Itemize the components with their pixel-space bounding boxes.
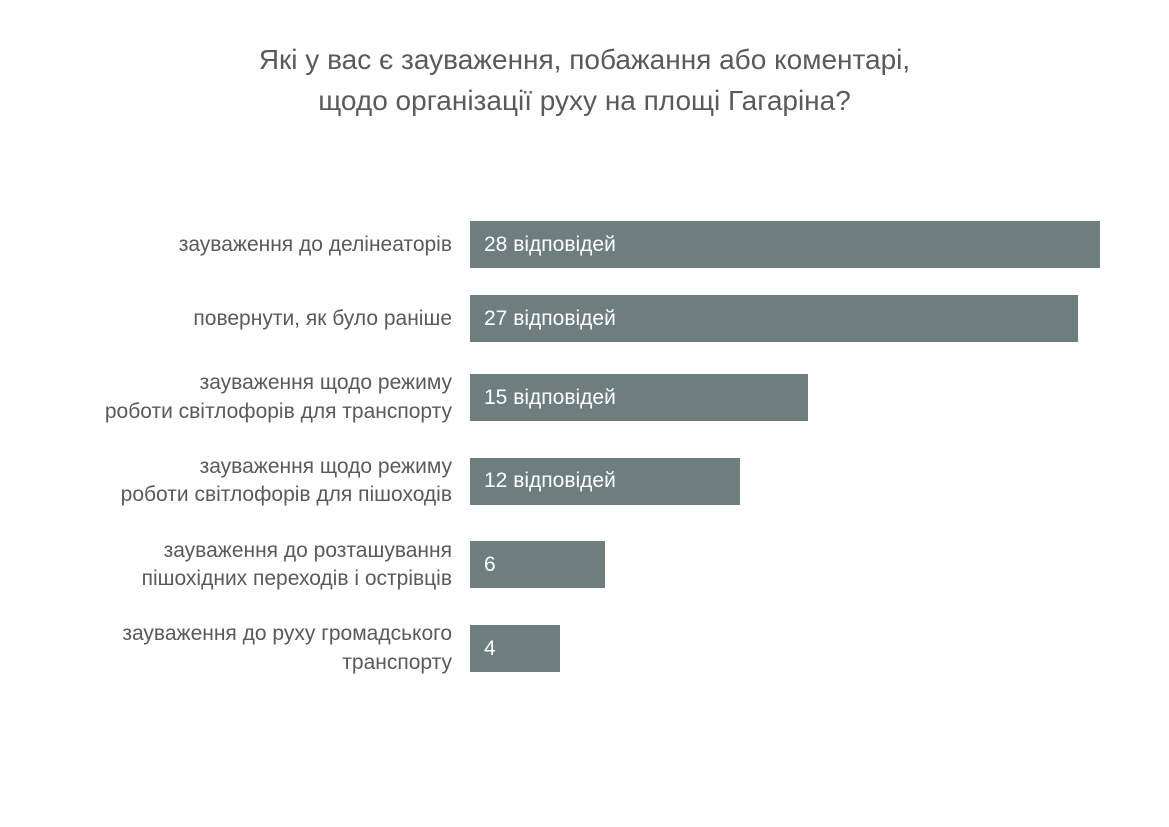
bar-track: 6 (470, 541, 1169, 588)
bar-row: повернути, як було раніше 27 відповідей (20, 295, 1169, 342)
bar-track: 4 (470, 625, 1169, 672)
bar-fill: 27 відповідей (470, 295, 1078, 342)
bar-label: зауваження до руху громадськоготранспорт… (20, 620, 470, 677)
bar-value: 4 (484, 637, 496, 661)
bar-row: зауваження до розташуванняпішохідних пер… (20, 537, 1169, 594)
bar-value: 12 відповідей (484, 469, 616, 493)
bar-label: зауваження до розташуванняпішохідних пер… (20, 537, 470, 594)
bar-value: 6 (484, 553, 496, 577)
bar-value: 27 відповідей (484, 307, 616, 331)
bar-fill: 15 відповідей (470, 374, 808, 421)
bars-area: зауваження до делінеаторів 28 відповідей п… (0, 221, 1169, 677)
bar-fill: 28 відповідей (470, 221, 1100, 268)
chart-title: Які у вас є зауваження, побажання або ко… (135, 40, 1035, 121)
bar-track: 15 відповідей (470, 374, 1169, 421)
bar-fill: 4 (470, 625, 560, 672)
bar-track: 28 відповідей (470, 221, 1169, 268)
bar-label: зауваження до делінеаторів (20, 231, 470, 259)
bar-row: зауваження до делінеаторів 28 відповідей (20, 221, 1169, 268)
bar-row: зауваження щодо режимуроботи світлофорів… (20, 453, 1169, 510)
bar-label: зауваження щодо режимуроботи світлофорів… (20, 453, 470, 510)
bar-row: зауваження щодо режимуроботи світлофорів… (20, 369, 1169, 426)
bar-value: 15 відповідей (484, 386, 616, 410)
bar-label: зауваження щодо режимуроботи світлофорів… (20, 369, 470, 426)
bar-track: 12 відповідей (470, 458, 1169, 505)
bar-value: 28 відповідей (484, 233, 616, 257)
bar-fill: 12 відповідей (470, 458, 740, 505)
bar-row: зауваження до руху громадськоготранспорт… (20, 620, 1169, 677)
chart-container: Які у вас є зауваження, побажання або ко… (0, 0, 1169, 827)
bar-label: повернути, як було раніше (20, 305, 470, 333)
bar-fill: 6 (470, 541, 605, 588)
bar-track: 27 відповідей (470, 295, 1169, 342)
